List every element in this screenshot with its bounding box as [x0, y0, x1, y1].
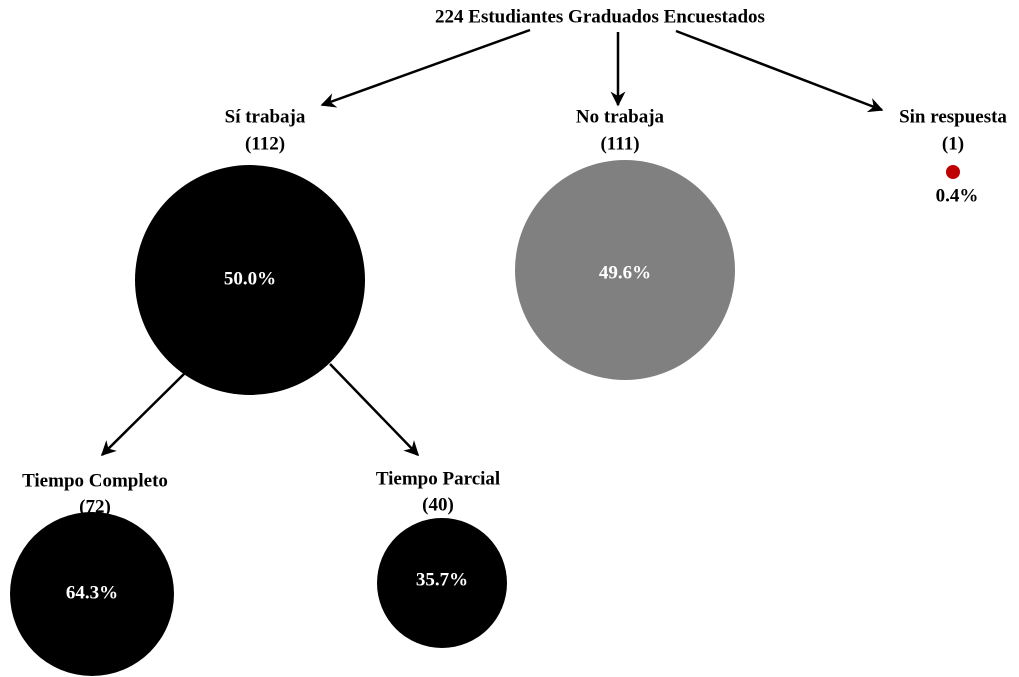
arrow — [320, 28, 531, 108]
node-count: (72) — [79, 496, 111, 517]
arrow — [675, 29, 884, 113]
node-circle — [515, 160, 735, 380]
node-percent: 49.6% — [599, 262, 651, 283]
root-title: 224 Estudiantes Graduados Encuestados — [435, 6, 765, 27]
node-circle — [946, 165, 960, 179]
node-label: Sin respuesta — [899, 106, 1007, 127]
node-circle — [135, 165, 365, 395]
node-count: (1) — [942, 133, 964, 154]
node-circle — [10, 512, 174, 676]
node-percent: 0.4% — [936, 185, 979, 206]
node-percent: 35.7% — [416, 569, 468, 590]
arrow — [100, 371, 187, 457]
node-count: (111) — [600, 133, 639, 154]
node-circle — [377, 518, 507, 648]
node-label: No trabaja — [576, 106, 665, 127]
arrow — [329, 363, 420, 457]
node-percent: 50.0% — [224, 268, 276, 289]
node-percent: 64.3% — [66, 582, 118, 603]
node-label: Tiempo Completo — [22, 470, 168, 491]
node-label: Sí trabaja — [225, 106, 306, 127]
node-count: (40) — [422, 494, 454, 515]
node-label: Tiempo Parcial — [376, 468, 500, 489]
node-count: (112) — [245, 133, 285, 154]
